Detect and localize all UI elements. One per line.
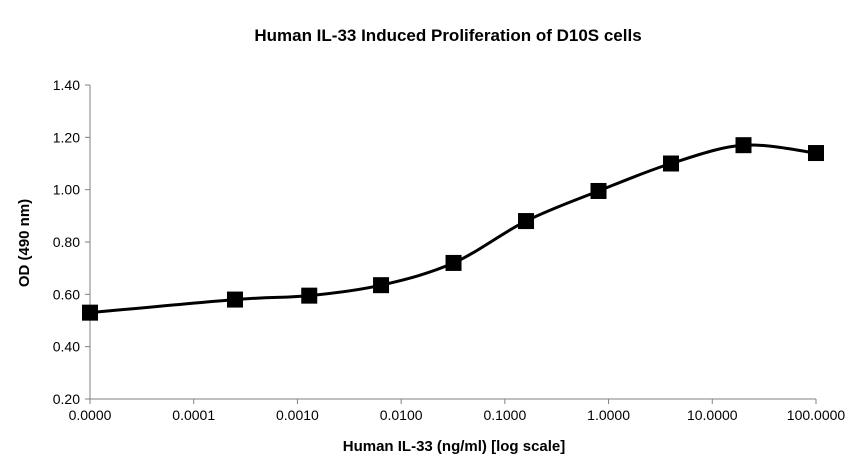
data-point-marker [518, 213, 535, 230]
data-point-marker [226, 291, 243, 308]
series-layer [82, 137, 824, 321]
data-point-marker [82, 304, 98, 321]
y-tick-label: 1.00 [53, 182, 80, 198]
x-tick-label: 0.0100 [380, 407, 423, 423]
y-ticks: 0.20 0.40 0.60 0.80 1.00 1.20 1.40 [53, 77, 90, 407]
chart-title: Human IL-33 Induced Proliferation of D10… [254, 26, 641, 45]
x-tick-label: 1.0000 [587, 407, 630, 423]
x-tick-label: 0.0010 [276, 407, 319, 423]
x-tick-label: 0.0000 [69, 407, 112, 423]
x-axis-label: Human IL-33 (ng/ml) [log scale] [343, 438, 566, 455]
data-point-marker [373, 277, 390, 294]
x-ticks: 0.0000 0.0001 0.0010 0.0100 0.1000 1.0000 10.0… [69, 399, 846, 423]
y-tick-label: 1.20 [53, 129, 80, 145]
data-point-marker [301, 287, 318, 304]
y-tick-label: 0.60 [53, 286, 80, 302]
y-tick-label: 0.40 [53, 339, 80, 355]
y-tick-label: 0.80 [53, 234, 80, 250]
y-axis-label: OD (490 nm) [16, 199, 33, 287]
data-point-marker [735, 137, 752, 154]
x-tick-label: 10.0000 [687, 407, 738, 423]
x-tick-label: 0.1000 [483, 407, 526, 423]
x-tick-label: 100.0000 [787, 407, 846, 423]
y-tick-label: 0.20 [53, 391, 80, 407]
series-line [89, 143, 817, 315]
data-point-marker [808, 145, 824, 162]
data-point-marker [590, 182, 607, 199]
x-tick-label: 0.0001 [172, 407, 215, 423]
data-point-marker [445, 254, 462, 271]
y-tick-label: 1.40 [53, 77, 80, 93]
data-point-marker [663, 155, 680, 172]
